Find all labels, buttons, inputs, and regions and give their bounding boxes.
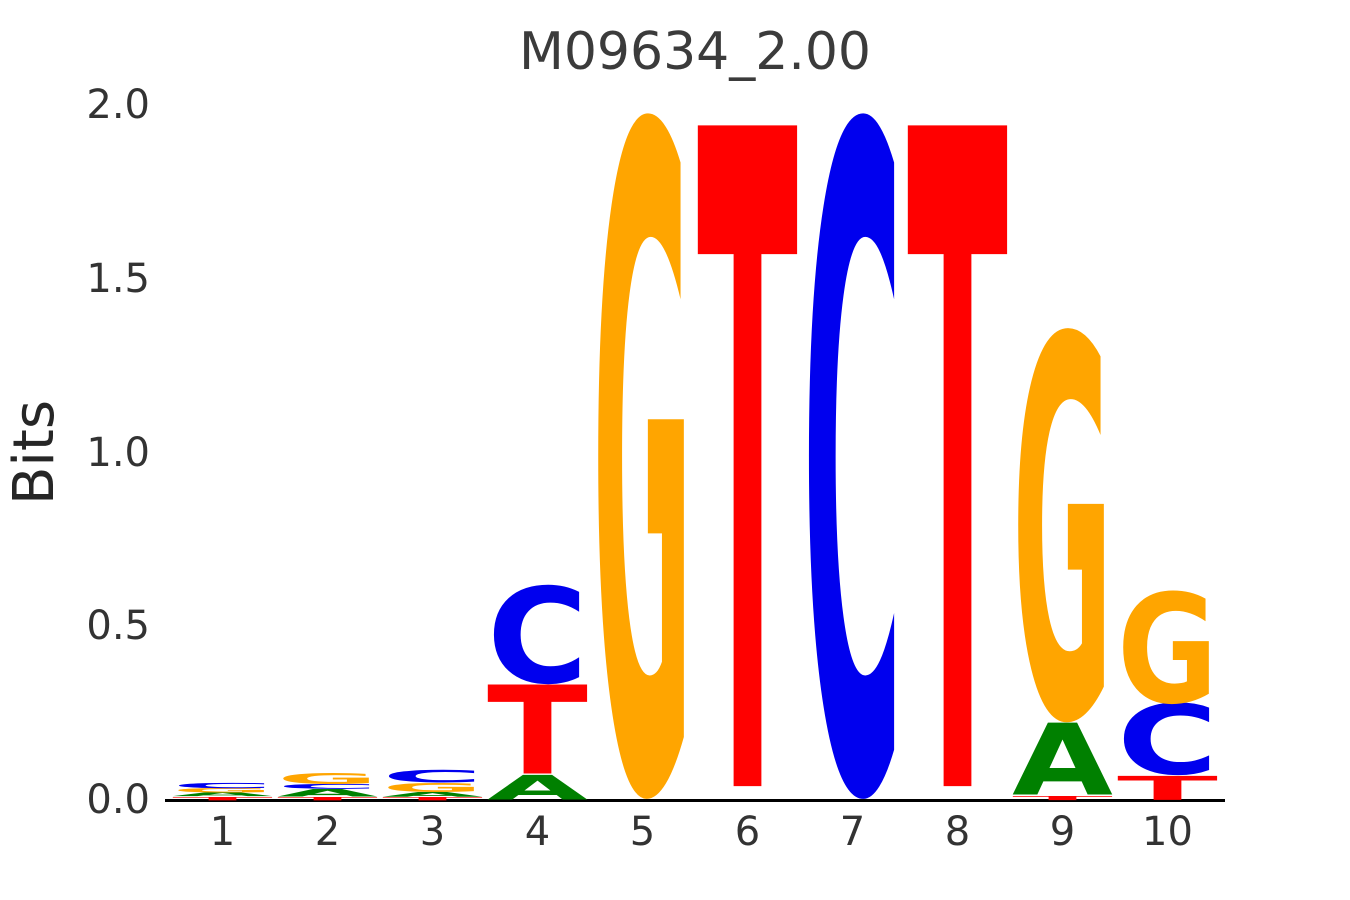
svg-text:T: T	[277, 796, 378, 801]
svg-text:T: T	[172, 796, 273, 801]
svg-text:G: G	[382, 780, 483, 794]
svg-text:A: A	[382, 790, 484, 798]
logo-letter-T-pos6: T	[697, 0, 799, 900]
chart-title: M09634_2.00	[518, 22, 872, 82]
y-tick-label: 0.5	[86, 603, 150, 650]
logo-letter-A-pos4: A	[487, 769, 588, 808]
y-tick-label: 0.0	[86, 777, 150, 823]
svg-text:T: T	[1012, 795, 1113, 802]
y-tick-label: 1.0	[86, 429, 150, 476]
svg-text:C: C	[382, 767, 483, 787]
logo-letter-C-pos7: C	[802, 0, 903, 900]
svg-text:G: G	[592, 0, 693, 900]
y-tick-label: 1.5	[86, 255, 150, 302]
svg-text:G: G	[1012, 231, 1113, 838]
svg-text:T: T	[1117, 770, 1218, 808]
logo-letter-G-pos3: G	[382, 780, 483, 794]
x-tick-label: 4	[524, 809, 551, 855]
svg-text:G: G	[1117, 563, 1218, 738]
logo-letter-C-pos4: C	[487, 562, 588, 715]
logo-letter-T-pos10: T	[1117, 770, 1218, 808]
logo-letter-T-pos8: T	[907, 0, 1009, 900]
x-tick-label: 10	[1142, 809, 1193, 855]
logo-letter-C-pos10: C	[1117, 685, 1218, 797]
logo-letter-A-pos9: A	[1012, 703, 1113, 818]
logo-letter-T-pos3: T	[382, 796, 483, 801]
x-tick-label: 8	[944, 809, 971, 855]
y-axis-ticks: 0.0 0.5 1.0 1.5 2.0	[55, 85, 150, 820]
logo-letter-A-pos3: A	[382, 790, 484, 798]
logo-letter-G-pos2: G	[277, 770, 378, 788]
x-tick-label: 1	[209, 809, 236, 855]
x-tick-label: 3	[419, 809, 446, 855]
svg-text:T: T	[697, 0, 799, 900]
svg-text:T: T	[907, 0, 1009, 900]
x-tick-label: 6	[734, 809, 761, 855]
x-tick-label: 5	[629, 809, 656, 855]
logo-letter-G-pos5: G	[592, 0, 693, 900]
logo-letter-A-pos1: A	[172, 791, 274, 798]
svg-text:T: T	[487, 659, 588, 802]
svg-text:C: C	[802, 0, 903, 900]
svg-text:A: A	[172, 791, 274, 798]
svg-text:A: A	[1012, 703, 1113, 818]
x-axis-baseline	[165, 799, 1225, 802]
logo-letter-C-pos3: C	[382, 767, 483, 787]
x-axis-ticks: 1 2 3 4 5 6 7 8 9 10	[170, 812, 1220, 867]
logo-letter-G-pos10: G	[1117, 563, 1218, 738]
logo-letter-A-pos2: A	[277, 787, 378, 799]
logo-letter-T-pos2: T	[277, 796, 378, 801]
x-tick-label: 2	[314, 809, 341, 855]
svg-text:C: C	[1117, 685, 1218, 797]
x-tick-label: 7	[839, 809, 866, 855]
logo-letter-C-pos1: C	[172, 781, 273, 789]
svg-text:C: C	[172, 781, 273, 789]
svg-text:A: A	[277, 787, 378, 799]
svg-text:C: C	[487, 562, 588, 715]
logo-letter-T-pos4: T	[487, 659, 588, 802]
x-tick-label: 9	[1049, 809, 1076, 855]
logo-letter-G-pos1: G	[172, 787, 273, 794]
svg-text:A: A	[487, 769, 588, 808]
logo-letter-C-pos2: C	[277, 783, 378, 791]
y-tick-label: 2.0	[86, 82, 150, 128]
logo-letter-T-pos9: T	[1012, 795, 1113, 802]
logo-letter-T-pos1: T	[172, 796, 273, 801]
svg-text:G: G	[277, 770, 378, 788]
svg-text:C: C	[277, 783, 378, 791]
svg-text:T: T	[382, 796, 483, 801]
logo-letter-G-pos9: G	[1012, 231, 1113, 838]
svg-text:G: G	[172, 787, 273, 794]
